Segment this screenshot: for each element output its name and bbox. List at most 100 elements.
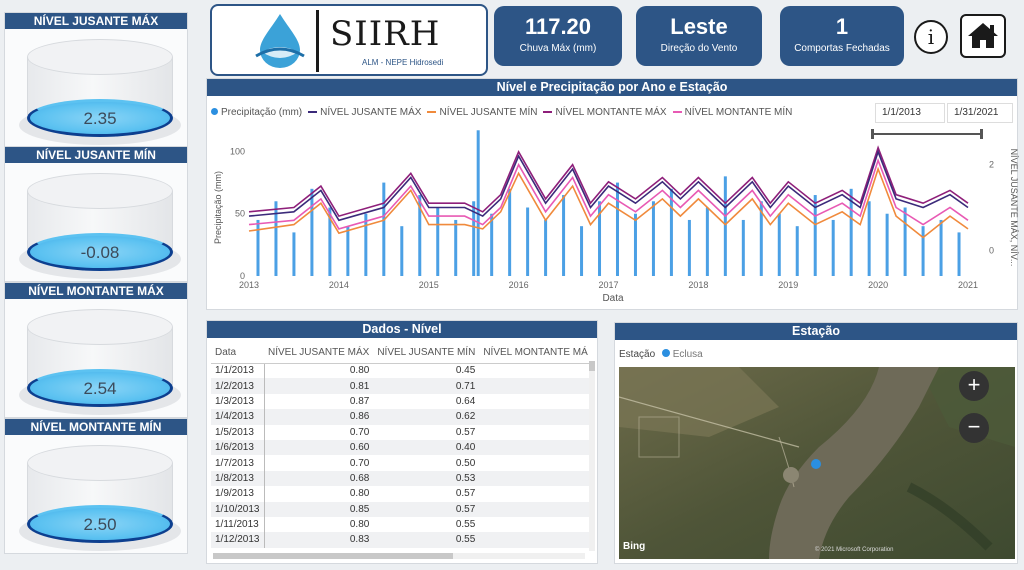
zoom-out-button[interactable]: − — [959, 413, 989, 443]
table-cell: 1/6/2013 — [211, 439, 265, 456]
legend-item[interactable]: NÍVEL MONTANTE MÁX — [543, 107, 667, 118]
slider-handle-start[interactable] — [871, 129, 874, 139]
map-panel: Estação Estação Eclusa + − Bing © 2021 M… — [614, 322, 1018, 564]
table-row[interactable]: 1/9/2013 0.80 0.57 — [211, 486, 591, 502]
gauge-cylinder: -0.08 — [5, 163, 187, 281]
precip-bar — [759, 201, 763, 276]
precip-bar — [705, 207, 709, 276]
precip-bar — [454, 219, 458, 276]
table-cell — [479, 486, 591, 501]
table-cell — [479, 409, 591, 425]
zoom-in-button[interactable]: + — [959, 371, 989, 401]
precip-bar — [364, 213, 368, 276]
table-row[interactable]: 1/5/2013 0.70 0.57 — [211, 424, 591, 440]
legend-label: NÍVEL JUSANTE MÁX — [320, 107, 422, 118]
table-cell: 0.70 — [349, 457, 370, 469]
column-header[interactable]: NÍVEL JUSANTE MÁX — [264, 343, 374, 364]
column-header[interactable]: NÍVEL MONTANTE MÁ — [479, 343, 591, 364]
column-header[interactable]: Data — [211, 343, 264, 364]
table-cell: 0.53 — [373, 470, 480, 487]
date-range-slider[interactable] — [871, 129, 983, 139]
kpi-value: Leste — [670, 14, 728, 39]
legend-item[interactable]: NÍVEL JUSANTE MÁX — [308, 107, 421, 118]
gauge-cylinder: 2.50 — [5, 435, 187, 553]
table-row[interactable]: 1/7/2013 0.70 0.50 — [211, 455, 591, 471]
table-cell — [479, 425, 591, 440]
gauge-card: NÍVEL MONTANTE MÍN 2.50 — [4, 418, 188, 554]
slider-handle-end[interactable] — [980, 129, 983, 139]
kpi-label: Chuva Máx (mm) — [519, 43, 597, 54]
gauge-card: NÍVEL JUSANTE MÁX 2.35 — [4, 12, 188, 148]
chart-legend: Precipitação (mm) NÍVEL JUSANTE MÁX NÍVEL … — [211, 107, 798, 118]
table-panel: Dados - Nível Data NÍVEL JUSANTE MÁX NÍVEL… — [206, 320, 598, 564]
table-scroll-area[interactable]: Data NÍVEL JUSANTE MÁX NÍVEL JUSANTE MÍN NÍ… — [211, 343, 591, 549]
gauge-value: 2.50 — [83, 515, 117, 534]
legend-item[interactable]: NÍVEL JUSANTE MÍN — [427, 107, 537, 118]
legend-label: NÍVEL MONTANTE MÍN — [684, 107, 793, 118]
table-cell — [479, 378, 591, 394]
y2-tick-label: 0 — [989, 245, 994, 255]
table-row[interactable]: 1/12/2013 0.83 0.55 — [211, 532, 591, 548]
logo-divider — [316, 10, 319, 72]
table-row[interactable]: 1/1/2013 0.80 0.45 — [211, 363, 591, 379]
x-tick-label: 2013 — [239, 280, 259, 290]
level-series-line — [248, 149, 969, 222]
table-cell: 0.64 — [455, 395, 476, 407]
vertical-scrollbar[interactable] — [589, 361, 595, 551]
table-cell: 0.62 — [373, 409, 480, 425]
gauge-value: -0.08 — [80, 243, 120, 262]
x-tick-label: 2016 — [509, 280, 529, 290]
gauge-cylinder: 2.54 — [5, 299, 187, 417]
table-row[interactable]: 1/2/2013 0.81 0.71 — [211, 378, 591, 394]
precip-bar — [256, 219, 260, 276]
precip-bar — [903, 207, 907, 276]
date-end-input[interactable]: 1/31/2021 — [947, 103, 1013, 123]
precip-bar — [957, 232, 961, 276]
date-start-input[interactable]: 1/1/2013 — [875, 103, 945, 123]
precip-bar — [274, 201, 278, 276]
bing-logo: Bing — [623, 541, 646, 552]
water-drop-logo-icon — [255, 14, 305, 68]
precip-bar — [921, 226, 925, 276]
precip-bar — [813, 195, 817, 276]
gauge-title: NÍVEL JUSANTE MÁX — [5, 13, 187, 29]
legend-label: Precipitação (mm) — [221, 107, 303, 118]
table-row[interactable]: 1/10/2013 0.85 0.57 — [211, 501, 591, 517]
precip-bar — [472, 201, 476, 276]
table-cell: 0.50 — [455, 457, 476, 469]
precip-bar — [328, 207, 332, 276]
map-legend-label: Estação — [619, 349, 656, 360]
satellite-map[interactable] — [619, 367, 1015, 559]
table-row[interactable]: 1/6/2013 0.60 0.40 — [211, 439, 591, 456]
x-tick-label: 2015 — [419, 280, 439, 290]
table-cell — [479, 517, 591, 532]
precip-bar — [562, 195, 566, 276]
precip-bar — [490, 213, 494, 276]
kpi-value: 1 — [835, 14, 849, 39]
map-legend: Estação Eclusa — [619, 349, 703, 360]
gauge-value: 2.35 — [83, 109, 117, 128]
home-button[interactable] — [960, 14, 1006, 58]
table-row[interactable]: 1/3/2013 0.87 0.64 — [211, 393, 591, 410]
table-row[interactable]: 1/11/2013 0.80 0.55 — [211, 516, 591, 533]
precip-bar — [741, 219, 745, 276]
legend-item[interactable]: Precipitação (mm) — [211, 107, 302, 118]
table-row[interactable]: 1/4/2013 0.86 0.62 — [211, 409, 591, 425]
precip-bar — [580, 226, 584, 276]
info-icon[interactable]: i — [914, 20, 948, 54]
precip-bar — [346, 226, 350, 276]
map-legend-item: Eclusa — [672, 349, 703, 360]
gauge-title: NÍVEL JUSANTE MÍN — [5, 147, 187, 163]
horizontal-scrollbar[interactable] — [213, 553, 585, 559]
column-header[interactable]: NÍVEL JUSANTE MÍN — [373, 343, 480, 364]
legend-item[interactable]: NÍVEL MONTANTE MÍN — [672, 107, 793, 118]
table-cell: 0.71 — [373, 378, 480, 394]
level-series-line — [248, 145, 969, 218]
table-cell: 1/5/2013 — [211, 424, 265, 440]
x-tick-label: 2019 — [778, 280, 798, 290]
chart-panel: Nível e Precipitação por Ano e Estação P… — [206, 78, 1019, 310]
gauge-value: 2.54 — [83, 379, 117, 398]
table-cell — [479, 501, 591, 517]
legend-label: NÍVEL MONTANTE MÁX — [555, 107, 667, 118]
table-row[interactable]: 1/8/2013 0.68 0.53 — [211, 470, 591, 487]
